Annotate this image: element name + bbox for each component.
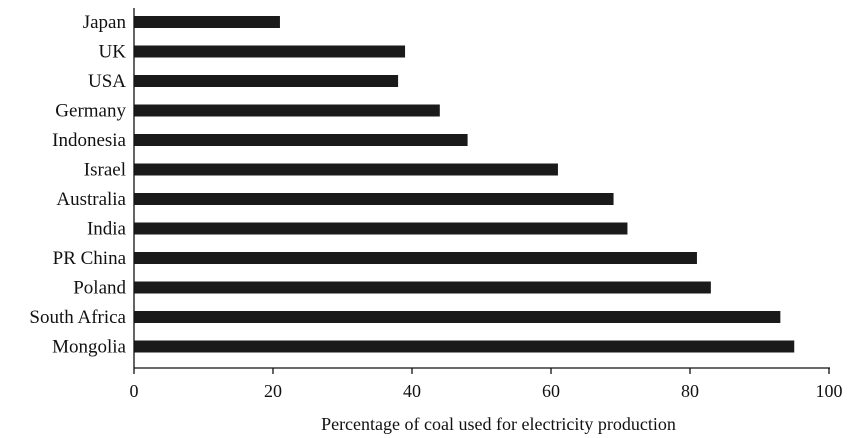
x-tick-label-80: 80 [681,381,699,401]
x-tick-label-60: 60 [542,381,560,401]
bar-mongolia [134,340,795,353]
category-label-usa: USA [88,71,126,92]
category-labels: Japan UK USA Germany Indonesia Israel Australi… [29,12,126,358]
x-tick-label-100: 100 [816,381,843,401]
bar-japan [134,16,280,28]
x-tick-label-0: 0 [130,381,139,401]
category-label-australia: Australia [56,189,126,210]
category-label-germany: Germany [55,101,126,122]
x-tick-label-40: 40 [403,381,421,401]
category-label-pr-china: PR China [53,248,127,269]
x-axis-title: Percentage of coal used for electricity … [321,414,676,434]
category-label-poland: Poland [73,278,126,299]
category-label-israel: Israel [84,160,126,181]
bar-israel [134,163,558,176]
bar-poland [134,281,711,294]
category-label-uk: UK [99,42,127,63]
bars-group [134,16,795,353]
bar-uk [134,45,406,58]
category-label-india: India [87,219,127,240]
bar-germany [134,104,440,117]
category-label-japan: Japan [83,12,127,33]
x-tick-label-20: 20 [264,381,282,401]
bar-pr-china [134,252,697,264]
category-label-mongolia: Mongolia [52,337,126,358]
x-axis-ticks: 0 20 40 60 80 100 [130,368,843,401]
category-label-indonesia: Indonesia [52,130,126,151]
bar-australia [134,193,614,205]
bar-usa [134,75,399,87]
bar-south-africa [134,311,781,323]
category-label-south-africa: South Africa [29,307,126,328]
bar-indonesia [134,134,468,146]
bar-india [134,222,628,235]
